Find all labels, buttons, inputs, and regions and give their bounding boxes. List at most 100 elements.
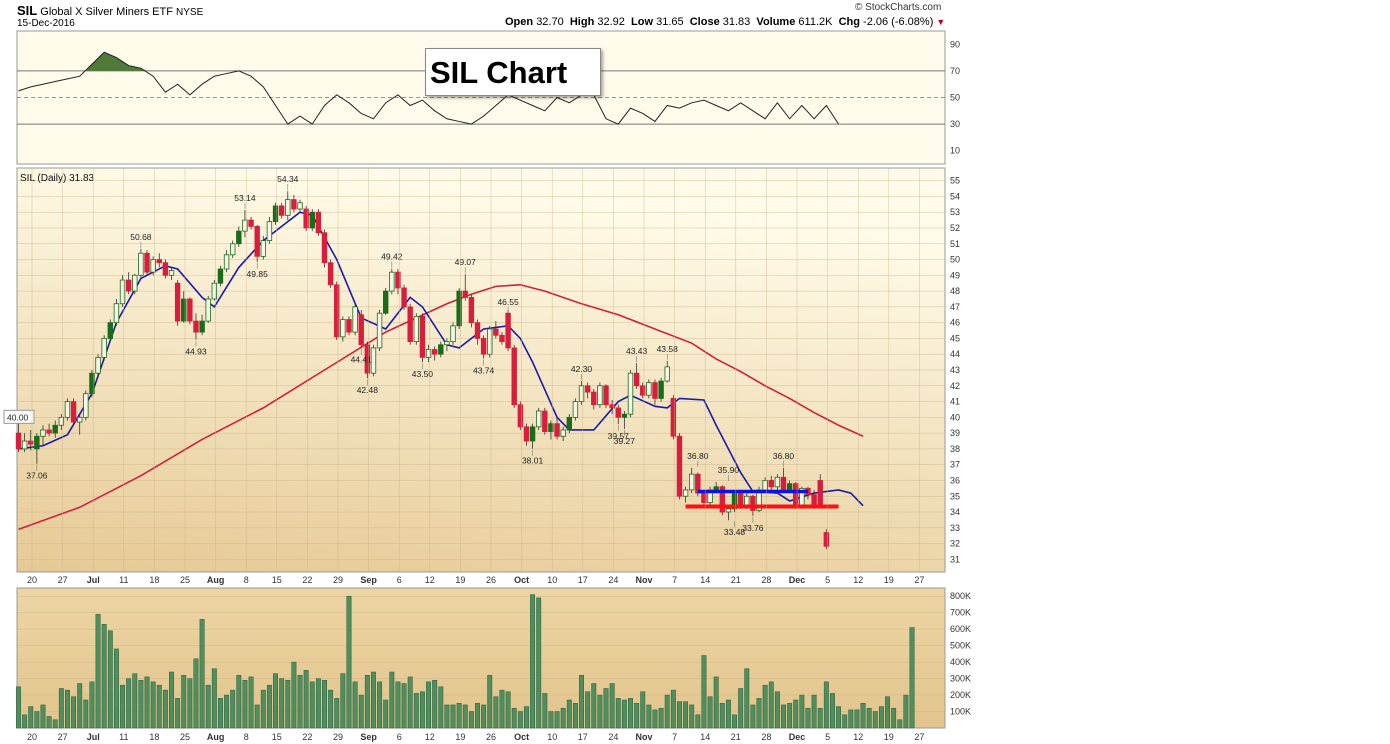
- volume-bar: [16, 686, 21, 729]
- volume-bar: [560, 707, 566, 729]
- volume-bar: [689, 704, 695, 729]
- time-tick-label: 20: [27, 732, 37, 742]
- time-tick-label: 6: [397, 732, 402, 742]
- candle-body: [474, 322, 481, 339]
- volume-bar: [40, 704, 46, 729]
- candle-body: [713, 486, 719, 491]
- volume-bar: [279, 678, 285, 729]
- price-point-label: 33.48: [724, 527, 746, 537]
- candle-body: [229, 243, 236, 256]
- price-tick-label: 48: [950, 286, 960, 296]
- candle-body: [205, 298, 211, 322]
- candle-body: [689, 473, 695, 491]
- time-tick-label: 26: [486, 575, 496, 585]
- volume-bar: [113, 648, 119, 729]
- price-point-label: 49.42: [381, 252, 403, 262]
- volume-bar: [823, 681, 829, 729]
- volume-bar: [499, 689, 505, 729]
- volume-bar: [52, 719, 58, 729]
- volume-bar: [126, 678, 132, 729]
- price-flag-box: [3, 409, 35, 424]
- volume-bar: [854, 709, 860, 729]
- time-tick-label: 27: [914, 732, 924, 742]
- volume-bar: [101, 623, 107, 729]
- candle-body: [597, 385, 603, 406]
- candle-body: [248, 219, 254, 227]
- price-tick-label: 38: [950, 444, 960, 454]
- candle-body: [529, 426, 536, 442]
- volume-bar: [872, 711, 878, 729]
- down-arrow-icon: ▼: [936, 17, 946, 27]
- volume-bar: [162, 689, 168, 729]
- price-tick-label: 47: [950, 302, 960, 312]
- candle-body: [217, 268, 224, 284]
- volume-bar: [597, 694, 603, 729]
- volume-bar: [358, 694, 364, 729]
- price-tick-label: 49: [950, 270, 960, 280]
- volume-bar: [725, 699, 731, 729]
- price-tick-label: 51: [950, 239, 960, 249]
- volume-bar: [230, 689, 236, 729]
- time-tick-label: Aug: [207, 575, 225, 585]
- candle-body: [382, 290, 389, 314]
- candle-body: [370, 347, 377, 374]
- time-tick-label: Aug: [207, 732, 225, 742]
- candle-body: [15, 432, 22, 450]
- chart-annotation-title: SIL Chart: [430, 55, 568, 90]
- volume-bar: [211, 668, 217, 729]
- candle-body: [193, 320, 199, 333]
- volume-bar: [462, 704, 468, 729]
- volume-bar: [885, 696, 890, 729]
- volume-bar: [768, 681, 774, 729]
- candle-body: [95, 356, 101, 374]
- time-tick-label: 19: [884, 575, 894, 585]
- volume-bar: [750, 704, 756, 729]
- price-point-label: 46.55: [497, 297, 519, 307]
- volume-bar: [383, 699, 389, 729]
- volume-bar: [566, 699, 572, 729]
- price-point-label: 49.07: [455, 257, 477, 267]
- volume-bar: [842, 714, 848, 729]
- candle-body: [242, 219, 248, 232]
- price-tick-label: 36: [950, 475, 960, 485]
- close-label: Close: [689, 16, 720, 28]
- candle-body: [658, 380, 664, 399]
- candle-body: [70, 401, 77, 423]
- candle-body: [413, 315, 419, 342]
- volume-bar: [817, 707, 823, 729]
- candle-body: [119, 279, 126, 305]
- price-tick-label: 33: [950, 523, 960, 533]
- volume-tick-label: 200K: [950, 690, 971, 700]
- price-point-label: 42.48: [357, 385, 379, 395]
- volume-bar: [603, 688, 609, 729]
- price-tick-label: 55: [950, 176, 960, 186]
- candle-body: [431, 349, 438, 355]
- volume-tick-label: 300K: [950, 674, 971, 684]
- volume-bar: [199, 619, 205, 729]
- volume-bar: [346, 595, 352, 729]
- volume-bar: [340, 673, 346, 729]
- volume-bar: [419, 691, 425, 729]
- volume-bar: [175, 698, 181, 729]
- candle-body: [480, 338, 487, 355]
- time-tick-label: 6: [397, 575, 402, 585]
- candle-body: [505, 312, 511, 349]
- candle-body: [603, 385, 609, 406]
- price-point-label: 35.90: [718, 465, 740, 475]
- price-point-label: 39.27: [614, 436, 636, 446]
- volume-bar: [413, 693, 419, 729]
- volume-bar: [132, 673, 138, 729]
- volume-bar: [585, 691, 591, 729]
- candle-body: [609, 404, 615, 409]
- volume-bar: [273, 673, 278, 729]
- volume-bar: [309, 681, 315, 729]
- source-credit[interactable]: © StockCharts.com: [855, 2, 942, 13]
- volume-bar: [799, 694, 805, 729]
- candle-body: [652, 382, 658, 399]
- volume-bar: [120, 684, 125, 729]
- candle-body: [786, 483, 793, 491]
- price-tick-label: 32: [950, 539, 960, 549]
- candle-body: [64, 401, 71, 418]
- candle-body: [358, 314, 364, 346]
